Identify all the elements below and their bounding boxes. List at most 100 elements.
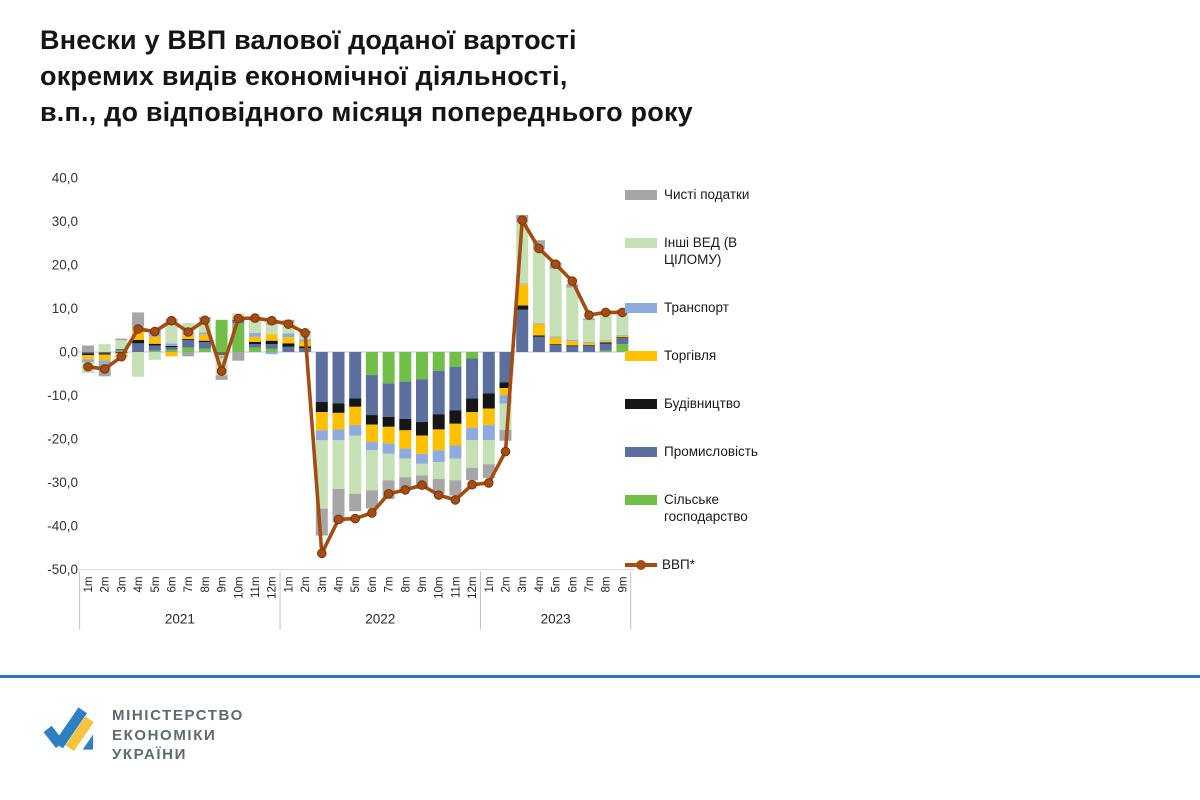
bar-segment-transport — [482, 425, 495, 441]
footer-divider — [0, 675, 1200, 678]
bar-segment-transport — [466, 427, 479, 441]
y-tick-label: -20,0 — [47, 432, 78, 447]
bar-segment-torhivlia — [566, 341, 579, 346]
gdp-marker — [417, 480, 427, 490]
bar-segment-torhivlia — [82, 355, 94, 360]
bar-segment-torhivlia — [315, 412, 328, 431]
bar-segment-silske — [198, 348, 211, 352]
gdp-marker — [250, 313, 260, 323]
bar-segment-silske — [432, 352, 445, 371]
gdp-marker-swatch — [636, 559, 646, 570]
bar-segment-promyslovist — [165, 347, 178, 350]
bar-segment-silske — [365, 352, 378, 376]
bar-segment-transport — [98, 360, 111, 364]
gdp-marker — [484, 478, 494, 488]
bar-segment-promyslovist — [532, 336, 545, 352]
bar-segment-inshi-ved — [566, 287, 579, 340]
x-tick-label: 6m — [367, 577, 379, 593]
bar-segment-torhivlia — [365, 424, 378, 443]
bar-segment-budivnytstvo — [616, 337, 629, 339]
x-tick-label: 8m — [601, 577, 613, 593]
bar-segment-budivnytstvo — [315, 402, 328, 413]
bar-segment-transport — [215, 356, 228, 359]
bar-segment-budivnytstvo — [98, 353, 111, 355]
bar-segment-inshi-ved — [132, 352, 145, 377]
bar-segment-torhivlia — [532, 323, 545, 336]
bar-segment-torhivlia — [349, 406, 362, 426]
x-tick-label: 4m — [334, 577, 346, 593]
bar-segment-promyslovist — [265, 344, 278, 349]
bar-segment-inshi-ved — [165, 322, 178, 344]
x-tick-label: 2m — [100, 577, 112, 593]
bar-segment-torhivlia — [583, 342, 595, 346]
bar-segment-torhivlia — [482, 408, 495, 426]
gdp-marker — [433, 490, 444, 500]
bar-segment-inshi-ved — [432, 462, 445, 480]
legend-label: Торгівля — [664, 348, 717, 363]
bar-segment-silske — [616, 344, 629, 352]
bar-segment-torhivlia — [249, 336, 261, 342]
bar-segment-chysti-podatky — [182, 352, 195, 357]
bar-segment-promyslovist — [82, 352, 94, 354]
bar-segment-promyslovist — [315, 352, 328, 403]
bar-segment-transport — [399, 448, 412, 459]
bar-segment-budivnytstvo — [182, 338, 195, 340]
bar-segment-torhivlia — [616, 335, 629, 338]
legend-item: Сільське господарство — [625, 491, 810, 525]
bar-segment-inshi-ved — [365, 450, 378, 491]
bar-segment-torhivlia — [516, 284, 529, 306]
bar-segment-chysti-podatky — [449, 480, 462, 496]
bar-segment-budivnytstvo — [532, 335, 545, 337]
bar-segment-transport — [449, 445, 462, 459]
x-tick-label: 1m — [83, 577, 95, 593]
bar-segment-promyslovist — [599, 343, 612, 351]
x-tick-label: 9m — [217, 577, 229, 593]
bar-segment-inshi-ved — [599, 314, 612, 341]
gdp-marker — [116, 351, 127, 362]
legend-item: Торгівля — [625, 347, 810, 364]
x-tick-label: 12m — [267, 577, 279, 599]
bar-segment-inshi-ved — [115, 340, 128, 349]
bar-segment-promyslovist — [466, 358, 479, 399]
bar-segment-torhivlia — [416, 435, 428, 454]
bar-segment-transport — [566, 339, 579, 342]
bar-segment-promyslovist — [432, 370, 445, 415]
bar-segment-budivnytstvo — [466, 398, 479, 413]
bar-segment-promyslovist — [249, 344, 261, 348]
bar-segment-torhivlia — [132, 328, 145, 340]
gdp-marker — [300, 328, 310, 338]
bar-segment-silske — [416, 352, 428, 380]
bar-segment-promyslovist — [382, 383, 395, 417]
bar-segment-silske — [466, 352, 479, 359]
bar-segment-torhivlia — [165, 352, 178, 357]
gdp-marker — [383, 489, 394, 499]
bar-segment-budivnytstvo — [432, 414, 445, 430]
bar-segment-budivnytstvo — [165, 345, 178, 348]
gdp-marker — [266, 315, 277, 326]
bar-segment-inshi-ved — [249, 320, 261, 333]
y-tick-label: 10,0 — [52, 301, 78, 316]
x-tick-label: 6m — [567, 577, 579, 593]
x-tick-label: 10m — [233, 577, 245, 599]
bar-segment-chysti-podatky — [115, 338, 128, 341]
bar-segment-budivnytstvo — [332, 403, 345, 413]
bar-segment-chysti-podatky — [215, 375, 228, 380]
bar-segment-inshi-ved — [332, 440, 345, 490]
x-tick-label: 5m — [150, 577, 162, 593]
bar-segment-chysti-podatky — [349, 493, 362, 512]
x-tick-label: 2m — [501, 577, 513, 593]
bar-segment-torhivlia — [382, 426, 395, 444]
bar-segment-transport — [365, 442, 378, 451]
x-tick-label: 7m — [183, 577, 195, 593]
bar-segment-promyslovist — [416, 379, 428, 423]
bar-segment-transport — [265, 352, 278, 355]
bar-segment-transport — [349, 425, 362, 436]
gdp-marker — [367, 508, 377, 518]
gdp-marker — [400, 485, 411, 495]
bar-segment-inshi-ved — [416, 463, 428, 476]
bar-segment-transport — [82, 359, 94, 363]
gdp-marker — [150, 326, 160, 337]
y-tick-label: -50,0 — [47, 562, 78, 577]
x-tick-label: 1m — [283, 577, 295, 593]
x-tick-label: 3m — [116, 577, 128, 593]
